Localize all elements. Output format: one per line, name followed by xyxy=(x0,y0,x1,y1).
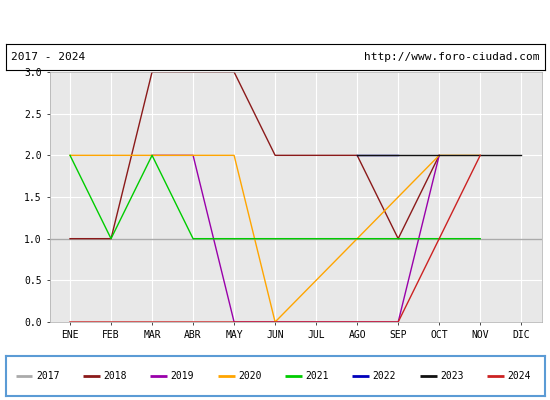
Text: 2017 - 2024: 2017 - 2024 xyxy=(11,52,85,62)
Text: 2024: 2024 xyxy=(508,371,531,381)
Text: 2021: 2021 xyxy=(305,371,329,381)
Text: 2020: 2020 xyxy=(238,371,261,381)
Text: 2019: 2019 xyxy=(170,371,194,381)
Text: Evolucion del paro registrado en Cihuela: Evolucion del paro registrado en Cihuela xyxy=(100,14,450,28)
Text: 2018: 2018 xyxy=(103,371,127,381)
Text: 2022: 2022 xyxy=(373,371,396,381)
Text: 2023: 2023 xyxy=(440,371,464,381)
Text: http://www.foro-ciudad.com: http://www.foro-ciudad.com xyxy=(364,52,539,62)
Text: 2017: 2017 xyxy=(36,371,59,381)
